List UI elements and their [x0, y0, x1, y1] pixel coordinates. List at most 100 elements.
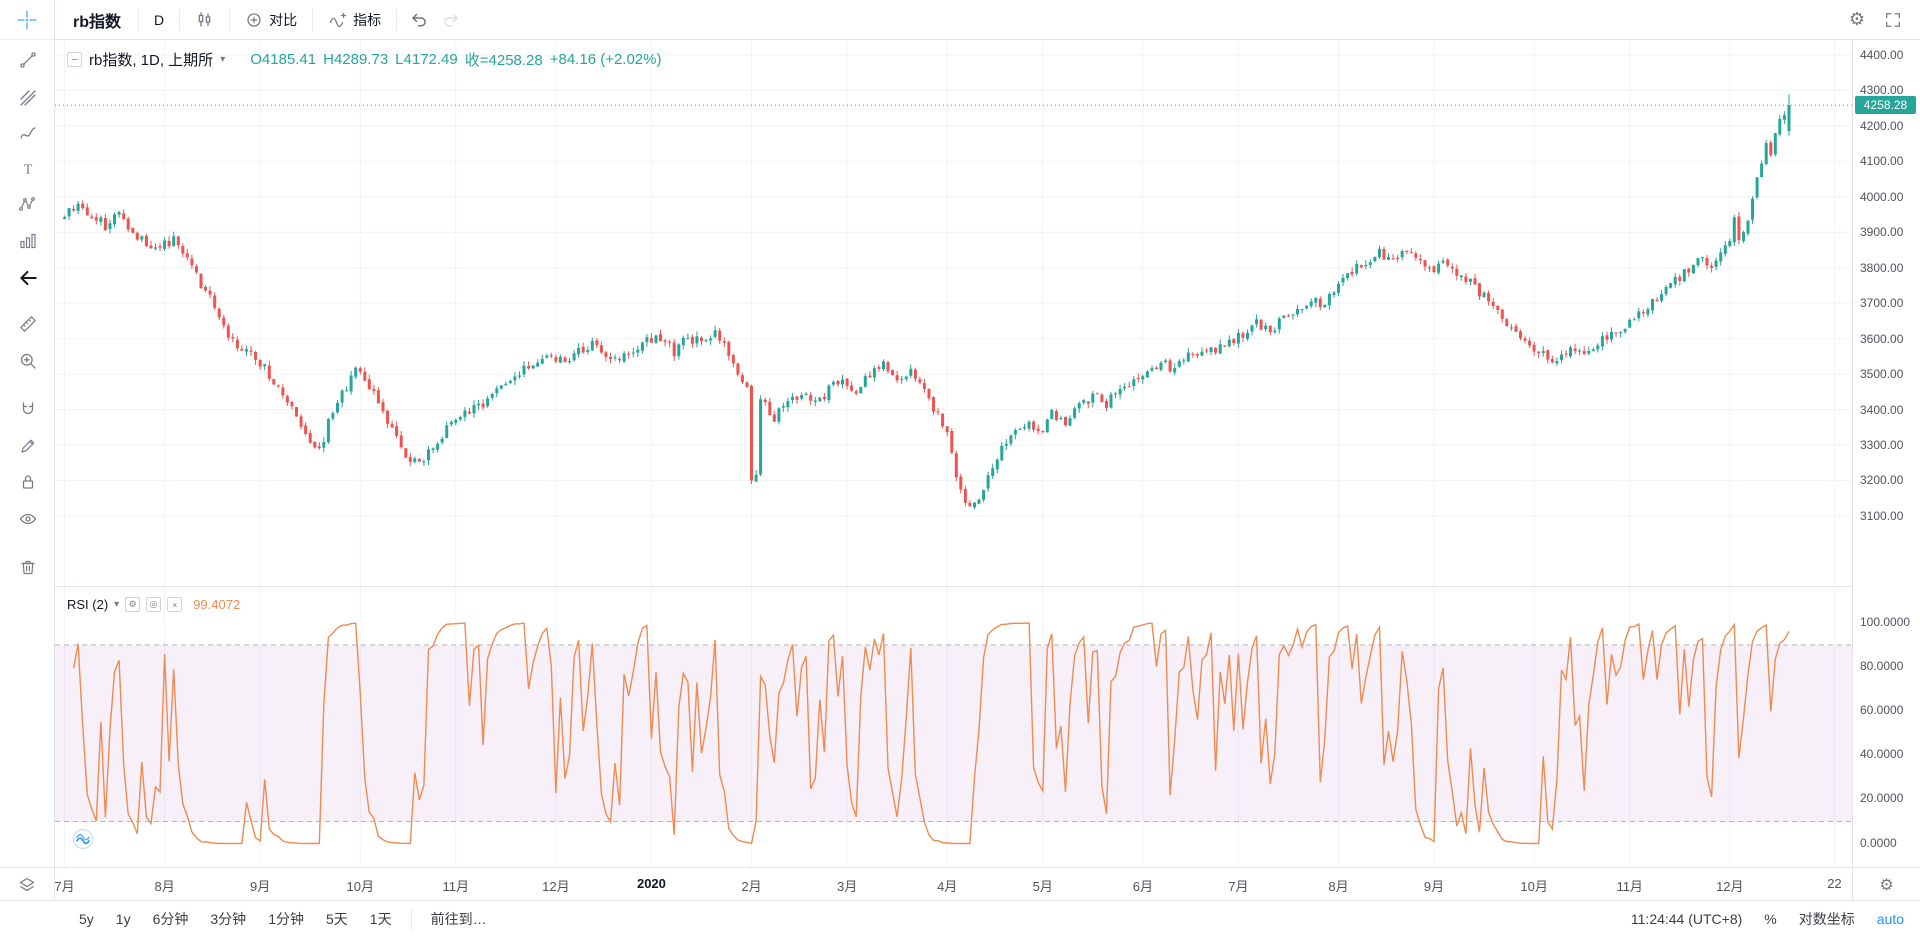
range-button[interactable]: 1天: [369, 911, 392, 927]
lock-icon: [22, 475, 34, 489]
compare-plus-icon: [247, 12, 261, 27]
rsi-tick: 20.0000: [1860, 791, 1904, 806]
rsi-plot[interactable]: [55, 587, 1852, 867]
tool-gann-fib[interactable]: [13, 83, 43, 113]
toolbar-right-group: ⚙: [1842, 5, 1908, 35]
arrow-left-icon: [20, 270, 37, 286]
price-tick: 4200.00: [1860, 118, 1904, 133]
rsi-tick: 100.0000: [1860, 615, 1911, 629]
tool-lock-all[interactable]: [13, 467, 43, 497]
tool-stay-drawing-mode[interactable]: [13, 431, 43, 461]
legend-change-value: +84.16 (+2.02%): [549, 51, 662, 68]
legend-high-value: H4289.73: [323, 51, 389, 68]
range-button[interactable]: 1y: [115, 911, 131, 927]
rsi-tick: 60.0000: [1860, 703, 1904, 718]
drawing-toolbar: T: [0, 0, 55, 867]
collapse-legend-icon[interactable]: −: [67, 52, 82, 67]
tool-brush[interactable]: [13, 119, 43, 149]
time-tick: 12月: [1716, 879, 1744, 894]
rsi-current-value: 99.4072: [193, 597, 241, 612]
price-tick: 3600.00: [1860, 331, 1904, 346]
toolbar-separator: [179, 8, 181, 31]
magnet-icon: [22, 402, 34, 415]
price-axis[interactable]: 4258.28 4400.00 4300.00 4200.00 4100.00 4000…: [1852, 40, 1920, 867]
log-scale-button[interactable]: 对数坐标: [1798, 911, 1855, 927]
price-tick: 3300.00: [1860, 437, 1904, 452]
tool-forecast[interactable]: [13, 226, 43, 256]
time-axis-settings-button[interactable]: ⚙: [1852, 868, 1920, 901]
indicators-label: 指标: [353, 11, 382, 28]
compare-label: 对比: [269, 11, 298, 28]
crosshair-icon: [17, 9, 37, 30]
trend-line-icon: [20, 52, 36, 68]
last-price-label: 4258.28: [1855, 96, 1916, 115]
undo-button[interactable]: [404, 5, 434, 35]
tool-trend-line[interactable]: [13, 45, 43, 75]
time-tick: 9月: [250, 879, 271, 894]
tool-cursor[interactable]: [0, 0, 54, 40]
tool-xabcd-pattern[interactable]: [13, 189, 43, 219]
top-toolbar: rb指数 D 对比 指标: [55, 0, 1920, 40]
time-tick: 22: [1827, 876, 1842, 891]
price-tick: 4100.00: [1860, 154, 1904, 169]
platform-logo-icon[interactable]: [71, 827, 95, 851]
tool-measure[interactable]: [13, 309, 43, 339]
svg-text:T: T: [24, 163, 33, 178]
indicators-button[interactable]: 指标: [320, 5, 389, 35]
toolbar-separator: [138, 8, 140, 31]
auto-scale-button[interactable]: auto: [1876, 911, 1904, 927]
chevron-down-icon[interactable]: ▾: [114, 599, 120, 610]
rsi-label[interactable]: RSI (2): [67, 597, 109, 612]
range-button[interactable]: 3分钟: [210, 911, 247, 927]
interval-button[interactable]: D: [154, 11, 165, 28]
symbol-button[interactable]: rb指数: [73, 13, 122, 31]
candlestick-plot[interactable]: [55, 40, 1852, 586]
clock[interactable]: 11:24:44 (UTC+8): [1630, 911, 1743, 927]
legend-symbol-title[interactable]: rb指数, 1D, 上期所: [89, 52, 214, 69]
time-tick: 10月: [1520, 879, 1548, 894]
object-tree-button[interactable]: [0, 868, 55, 901]
tool-text[interactable]: T: [13, 154, 43, 184]
eye-icon: [19, 513, 37, 525]
tool-back-arrow[interactable]: [13, 263, 43, 293]
zoom-in-icon: [20, 353, 36, 369]
toolbar-separator: [396, 8, 398, 31]
goto-date-button[interactable]: 前往到…: [430, 911, 487, 927]
gann-fib-icon: [20, 90, 36, 106]
rsi-visibility-icon[interactable]: ◎: [146, 597, 162, 612]
legend-close-value: 收=4258.28: [464, 52, 543, 69]
percent-scale-button[interactable]: %: [1764, 911, 1777, 927]
tool-zoom-in[interactable]: [13, 346, 43, 376]
compare-button[interactable]: 对比: [237, 5, 305, 35]
price-tick: 3500.00: [1860, 367, 1904, 382]
range-button[interactable]: 5天: [325, 911, 348, 927]
redo-button[interactable]: [436, 5, 466, 35]
time-tick: 12月: [542, 879, 570, 894]
indicator-wave-icon: [329, 12, 347, 28]
rsi-tick: 40.0000: [1860, 747, 1904, 762]
main-chart-pane: − rb指数, 1D, 上期所 ▾ O4185.41 H4289.73 L417…: [55, 40, 1852, 586]
time-tick: 8月: [1328, 879, 1349, 894]
time-axis-labels[interactable]: 7月 8月 9月 10月 11月 12月 2020 2月 3月 4月 5月 6月 7月 8月 9月 10月 11…: [54, 868, 1852, 901]
tool-remove-all[interactable]: [13, 552, 43, 582]
time-tick: 2月: [741, 879, 762, 894]
settings-button[interactable]: ⚙: [1842, 5, 1872, 35]
tool-hide-all[interactable]: [13, 504, 43, 534]
rsi-settings-icon[interactable]: ⚙: [125, 597, 141, 612]
chevron-down-icon[interactable]: ▾: [220, 54, 226, 65]
time-tick: 3月: [836, 879, 858, 894]
price-tick: 4000.00: [1860, 189, 1904, 204]
range-button[interactable]: 1分钟: [268, 911, 304, 927]
range-button[interactable]: 6分钟: [152, 911, 189, 927]
legend-open-value: O4185.41: [250, 51, 317, 68]
legend-low-value: L4172.49: [395, 51, 458, 68]
range-button[interactable]: 5y: [79, 911, 94, 927]
fullscreen-button[interactable]: [1878, 5, 1908, 35]
toolbar-separator: [229, 8, 231, 31]
chart-style-button[interactable]: [187, 5, 222, 34]
time-tick: 9月: [1423, 879, 1445, 894]
rsi-close-icon[interactable]: ×: [167, 597, 183, 612]
toolbar-separator: [410, 908, 412, 930]
tool-magnet[interactable]: [13, 395, 43, 425]
